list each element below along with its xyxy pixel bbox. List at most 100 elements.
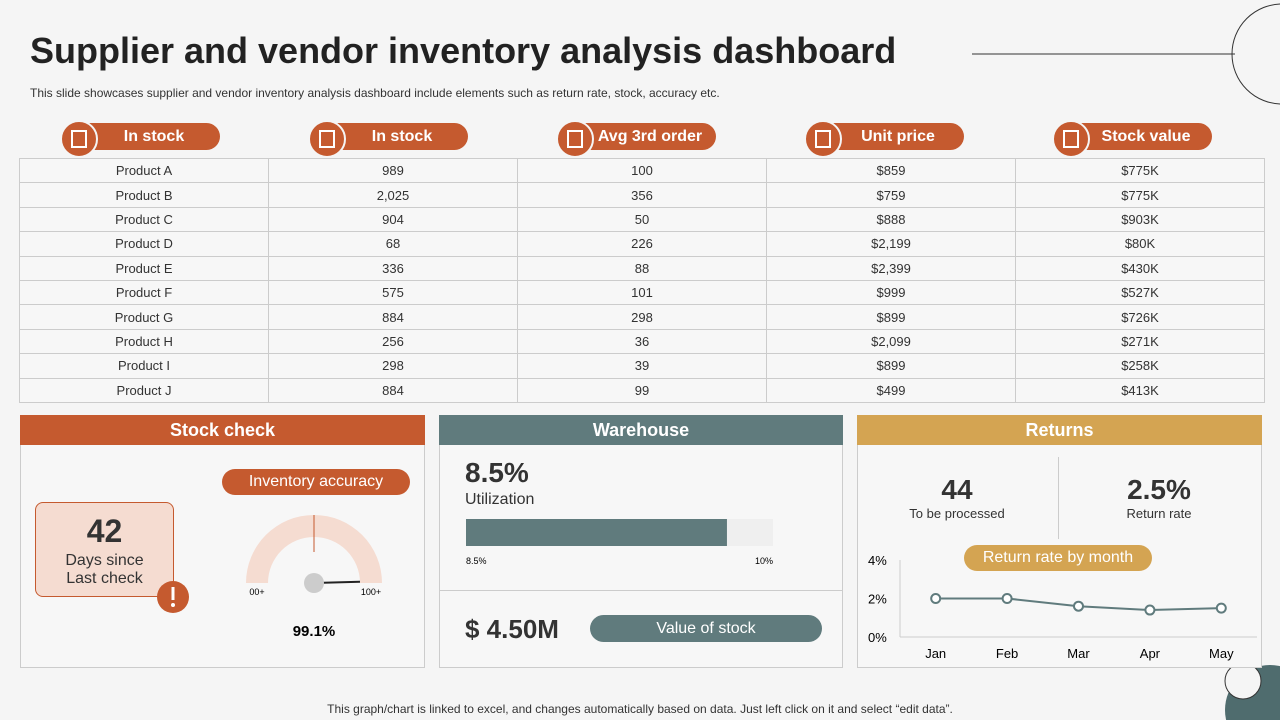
table-cell: Product J (19, 377, 269, 403)
bar-fill (466, 519, 727, 546)
table-cell: 884 (268, 304, 518, 330)
footer: This graph/chart is linked to excel, and… (327, 702, 953, 716)
table-row: Product J 884 99 $499 $413K (19, 377, 1265, 403)
table-cell: 575 (268, 279, 518, 306)
gauge: 00+ 100+ 99.1% (246, 515, 382, 640)
x-tick-label: Apr (1140, 646, 1161, 661)
table-cell: Product F (19, 279, 269, 306)
x-tick-label: Mar (1067, 646, 1090, 661)
table-row: Product D 68 226 $2,199 $80K (19, 231, 1265, 257)
subtitle: This slide showcases supplier and vendor… (30, 86, 720, 100)
icon (567, 130, 583, 148)
table-cell: Product A (19, 157, 269, 184)
table-cell: $888 (766, 206, 1016, 233)
y-tick-label: 0% (868, 630, 887, 645)
table-cell: 226 (517, 231, 767, 257)
to-process-value: 44 (941, 474, 973, 505)
bar-tick-label: 8.5% (466, 556, 487, 566)
table-cell: 989 (268, 157, 518, 184)
table-cell: 884 (268, 377, 518, 403)
column-icon (308, 120, 346, 158)
table-cell: $899 (766, 353, 1016, 379)
table-cell: $859 (766, 157, 1016, 184)
table-row: Product A 989 100 $859 $775K (19, 157, 1265, 184)
table-cell: $999 (766, 279, 1016, 306)
table-row: Product F 575 101 $999 $527K (19, 279, 1265, 306)
table-cell: 2,025 (268, 182, 518, 208)
line-chart: 0% 2% 4% Jan Feb Mar Apr May (868, 553, 1257, 661)
table-cell: Product D (19, 231, 269, 257)
x-tick-label: May (1209, 646, 1234, 661)
to-process-label: To be processed (909, 506, 1005, 521)
returns-panel (857, 415, 1262, 668)
alert-icon (157, 581, 189, 613)
table-cell: 904 (268, 206, 518, 233)
table-cell: Product H (19, 328, 269, 355)
panel-title: Warehouse (439, 415, 843, 445)
divider (1058, 457, 1059, 539)
column-icon (60, 120, 98, 158)
column-icon (556, 120, 594, 158)
title: Supplier and vendor inventory analysis d… (30, 30, 897, 71)
table-row: Product G 884 298 $899 $726K (19, 304, 1265, 330)
utilization-bar: 8.5% 10% (466, 519, 773, 566)
table-cell: $759 (766, 182, 1016, 208)
days-card: 42 Days since Last check (35, 502, 174, 597)
table-cell: $2,399 (766, 255, 1016, 281)
y-tick-label: 2% (868, 592, 887, 607)
table-cell: Product E (19, 255, 269, 281)
gauge-tick-label: 100+ (361, 587, 381, 597)
point (930, 593, 942, 604)
table-cell: Product B (19, 182, 269, 208)
table-cell: $726K (1015, 304, 1265, 330)
table-cell: Product G (19, 304, 269, 330)
table-cell: $80K (1015, 231, 1265, 257)
gauge-label: Inventory accuracy (222, 469, 410, 495)
column-icon (804, 120, 842, 158)
days-label: Days since Last check (65, 552, 144, 587)
x-tick-label: Feb (996, 646, 1018, 661)
table-row: Product E 336 88 $2,399 $430K (19, 255, 1265, 281)
table-cell: 101 (517, 279, 767, 306)
y-tick-label: 4% (868, 553, 887, 568)
table: Product A 989 100 $859 $775K Product B 2,025 35… (19, 157, 1265, 403)
table-cell: $775K (1015, 182, 1265, 208)
gauge-value: 99.1% (293, 623, 336, 640)
point (1144, 604, 1156, 616)
table-cell: 68 (268, 231, 518, 257)
stock-value: $ 4.50M (465, 614, 559, 644)
table-cell: 298 (517, 304, 767, 330)
table-cell: $527K (1015, 279, 1265, 306)
table-cell: $271K (1015, 328, 1265, 355)
point (1001, 593, 1013, 604)
table-cell: Product C (19, 206, 269, 233)
gauge-track (246, 515, 382, 583)
table-cell: $413K (1015, 377, 1265, 403)
table-cell: $903K (1015, 206, 1265, 233)
column-icon (1052, 120, 1090, 158)
panel-title: Stock check (20, 415, 425, 445)
bar-tick-label: 10% (755, 556, 773, 566)
table-cell: 256 (268, 328, 518, 355)
table-cell: $2,099 (766, 328, 1016, 355)
divider (440, 590, 842, 591)
stock-value-label: Value of stock (590, 615, 822, 642)
table-cell: $430K (1015, 255, 1265, 281)
table-cell: 36 (517, 328, 767, 355)
gauge-hub (304, 573, 324, 593)
days-value: 42 (86, 513, 123, 549)
table-cell: 100 (517, 157, 767, 184)
icon (815, 130, 831, 148)
table-cell: 336 (268, 255, 518, 281)
gauge-tick-label: 00+ (249, 587, 264, 597)
table-cell: $2,199 (766, 231, 1016, 257)
table-row: Product H 256 36 $2,099 $271K (19, 328, 1265, 355)
table-cell: 88 (517, 255, 767, 281)
icon (319, 130, 335, 148)
table-row: Product I 298 39 $899 $258K (19, 353, 1265, 379)
utilization-value: 8.5% (465, 457, 529, 488)
table-cell: 99 (517, 377, 767, 403)
table-cell: 39 (517, 353, 767, 379)
